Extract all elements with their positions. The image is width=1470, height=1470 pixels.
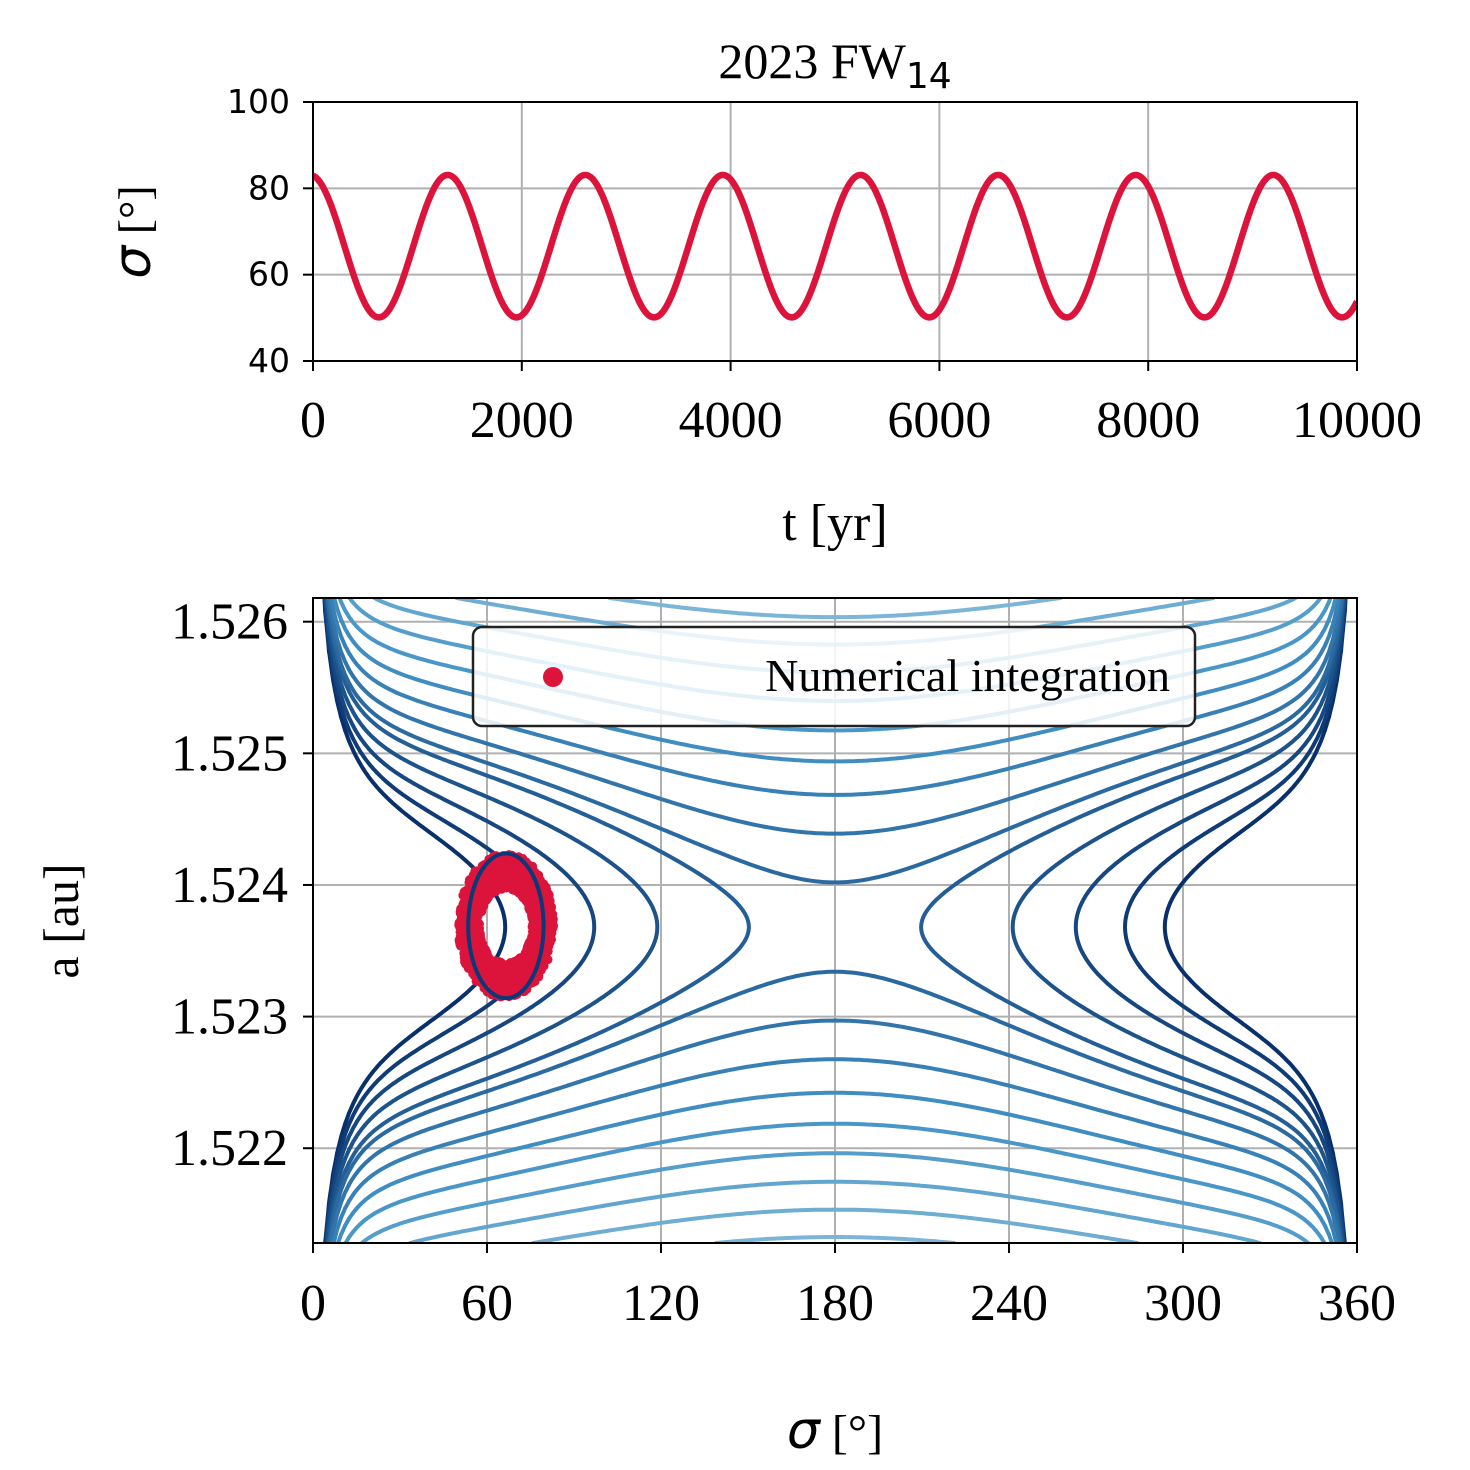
top-x-tick-label: 2000 [470,392,574,449]
inner-contour [466,851,546,1001]
top-y-axis-label: σ [°] [103,185,163,279]
integration-point [504,880,514,890]
integration-point [497,855,507,865]
bottom-x-ticks: 0 60 120 180 240 300 360 [300,1243,1396,1332]
integration-point [460,957,470,967]
integration-point [479,959,489,969]
top-panel: 2023 FW14 0 2000 4000 6000 8000 10000 40 60 80 1… [103,33,1422,552]
top-x-axis-label: t [yr] [782,495,887,552]
integration-point [456,941,465,951]
bottom-y-tick-label: 1.524 [171,857,288,914]
integration-point [526,890,536,900]
integration-point [457,907,467,917]
integration-point [473,888,483,898]
bottom-x-tick-label: 240 [970,1275,1048,1332]
top-y-tick-label: 100 [227,82,290,121]
legend-label: Numerical integration [765,650,1170,701]
top-x-ticks: 0 2000 4000 6000 8000 10000 [300,361,1422,449]
bottom-x-tick-label: 60 [461,1275,513,1332]
top-title-subscript: 14 [906,56,952,97]
bottom-y-tick-label: 1.523 [171,989,288,1046]
integration-point [475,930,485,940]
integration-point [475,944,485,954]
top-axes-frame [312,101,1358,362]
top-y-tick-label: 60 [248,255,290,294]
integration-point [479,871,489,881]
bottom-y-axis-label: a [au] [33,863,89,978]
integration-point [522,965,532,975]
bottom-panel: Numerical integration 0 60 120 180 240 300 360… [33,594,1396,1461]
integration-point [457,924,467,934]
integration-point [544,928,554,938]
top-title-main: 2023 FW [718,33,906,89]
bottom-x-tick-label: 120 [622,1275,700,1332]
legend-marker [543,667,563,687]
integration-point [541,882,551,892]
integration-point [493,962,503,972]
top-y-axis-label-symbol: σ [103,244,163,279]
top-x-tick-label: 6000 [887,392,991,449]
bottom-x-axis-label-symbol: σ [787,1401,822,1461]
integration-point [493,870,503,880]
integration-point [468,911,478,921]
top-title: 2023 FW14 [718,33,951,97]
top-y-tick-label: 80 [248,168,290,207]
bottom-y-tick-label: 1.525 [171,725,288,782]
integration-point [507,979,517,989]
legend-box [471,625,1197,728]
integration-point [512,969,521,979]
bottom-x-axis-label: σ [°] [787,1401,883,1461]
integration-point [517,872,527,882]
integration-point [516,880,526,890]
top-x-tick-label: 10000 [1292,392,1422,449]
integration-point [464,875,474,885]
bottom-x-tick-label: 180 [796,1275,874,1332]
integration-point [527,932,537,941]
top-y-tick-label: 40 [248,341,290,380]
top-y-axis-label-unit: [°] [109,185,160,246]
top-x-tick-label: 0 [300,392,326,449]
sigma-time-series [313,171,1357,321]
integration-point [471,899,481,909]
integration-point [543,910,553,920]
integration-point [494,883,504,893]
bottom-x-tick-label: 360 [1318,1275,1396,1332]
integration-point [482,895,491,905]
inner-contour-ring [466,851,546,1001]
integration-point [503,962,513,972]
integration-point [534,972,544,982]
integration-point [494,976,504,986]
bottom-x-axis-label-unit: [°] [820,1406,883,1459]
top-x-tick-label: 4000 [679,392,783,449]
integration-point [544,892,554,902]
integration-point [532,915,541,925]
bottom-y-tick-label: 1.522 [171,1120,288,1177]
bottom-y-ticks: 1.522 1.523 1.524 1.525 1.526 [171,594,313,1177]
top-grid [312,101,1358,362]
bottom-x-tick-label: 0 [300,1275,326,1332]
integration-point [524,897,534,907]
legend: Numerical integration [471,625,1197,728]
bottom-x-tick-label: 300 [1144,1275,1222,1332]
top-y-ticks: 40 60 80 100 [227,82,313,380]
top-series-line [313,171,1357,321]
integration-point [505,869,515,879]
integration-point [455,932,465,941]
integration-point [522,945,532,955]
top-x-tick-label: 8000 [1096,392,1200,449]
bottom-y-tick-label: 1.526 [171,594,288,651]
integration-point [487,881,497,891]
